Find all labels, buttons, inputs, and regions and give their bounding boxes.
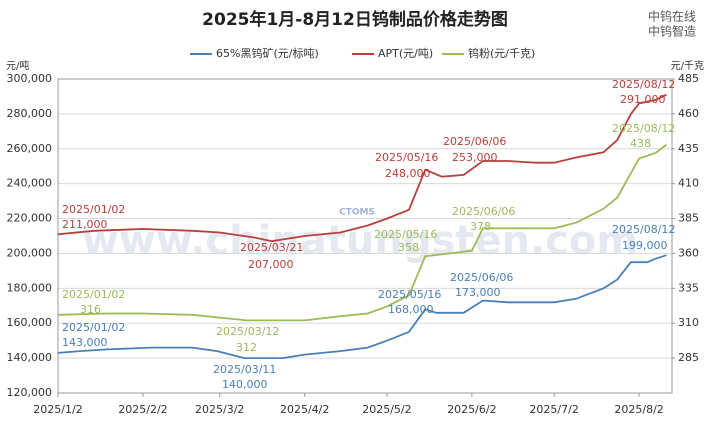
annotation-date: 2025/01/02 <box>62 288 125 301</box>
annotation-value: 140,000 <box>222 378 268 391</box>
x-tick-label: 2025/4/2 <box>280 403 329 416</box>
annotation-date: 2025/08/12 <box>612 122 675 135</box>
annotation-value: 378 <box>470 220 491 233</box>
annotation-date: 2025/03/21 <box>240 241 303 254</box>
y-tick-label: 240,000 <box>7 177 53 190</box>
annotation-date: 2025/05/16 <box>378 288 441 301</box>
x-tick-label: 2025/2/2 <box>118 403 167 416</box>
watermark-logo: CTOMS <box>339 208 375 218</box>
annotation-date: 2025/06/06 <box>452 205 515 218</box>
series-line <box>57 143 668 322</box>
x-tick-label: 2025/8/2 <box>614 403 663 416</box>
y-tick-label: 280,000 <box>7 107 53 120</box>
x-tick-label: 2025/6/2 <box>447 403 496 416</box>
brand: 中钨智造 <box>648 24 696 39</box>
annotation-date: 2025/05/16 <box>374 228 437 241</box>
y2-tick-label: 410 <box>678 177 699 190</box>
watermark: www.chinatungsten.com <box>82 218 638 264</box>
annotation-date: 2025/08/12 <box>612 223 675 236</box>
y-tick-label: 160,000 <box>7 316 53 329</box>
y-tick-label: 120,000 <box>7 386 53 399</box>
annotation-date: 2025/03/12 <box>216 325 279 338</box>
x-tick-label: 2025/3/2 <box>195 403 244 416</box>
y2-tick-label: 360 <box>678 246 699 259</box>
annotation-date: 2025/03/11 <box>213 363 276 376</box>
y-tick-label: 200,000 <box>7 246 53 259</box>
series-line <box>57 254 667 359</box>
legend-label: 65%黑钨矿(元/标吨) <box>216 46 319 60</box>
brand: 中钨在线 <box>648 9 696 24</box>
annotation-value: 173,000 <box>455 286 501 299</box>
annotation-value: 312 <box>236 341 257 354</box>
chart-title: 2025年1月-8月12日钨制品价格走势图 <box>202 9 508 30</box>
y-tick-label: 220,000 <box>7 212 53 225</box>
annotation-value: 291,000 <box>620 93 666 106</box>
annotation-value: 253,000 <box>452 151 498 164</box>
annotation-value: 316 <box>80 303 101 316</box>
annotation-value: 143,000 <box>62 336 108 349</box>
y-tick-label: 260,000 <box>7 142 53 155</box>
annotation-date: 2025/05/16 <box>375 151 438 164</box>
y-tick-label: 180,000 <box>7 281 53 294</box>
x-tick-label: 2025/7/2 <box>529 403 578 416</box>
x-tick-label: 2025/1/2 <box>33 403 82 416</box>
y2-tick-label: 285 <box>678 351 699 364</box>
y2-tick-label: 485 <box>678 72 699 85</box>
annotation-date: 2025/08/12 <box>612 78 675 91</box>
legend-label: 钨粉(元/千克) <box>468 47 535 60</box>
y-unit: 元/吨 <box>6 59 29 72</box>
series-line <box>57 93 667 243</box>
annotation-value: 248,000 <box>385 167 431 180</box>
annotation-value: 168,000 <box>388 303 434 316</box>
y2-unit: 元/千克 <box>671 60 704 72</box>
y2-tick-label: 335 <box>678 281 699 294</box>
annotation-value: 207,000 <box>248 258 294 271</box>
plot-frame <box>57 78 673 394</box>
annotation-value: 199,000 <box>622 239 668 252</box>
y2-tick-label: 435 <box>678 142 699 155</box>
annotation-date: 2025/06/06 <box>443 135 506 148</box>
x-tick-label: 2025/5/2 <box>362 403 411 416</box>
y-tick-label: 300,000 <box>7 72 53 85</box>
annotation-date: 2025/06/06 <box>450 271 513 284</box>
y-tick-label: 140,000 <box>7 351 53 364</box>
annotation-date: 2025/01/02 <box>62 321 125 334</box>
annotation-value: 438 <box>630 137 651 150</box>
annotation-value: 211,000 <box>62 218 108 231</box>
annotation-date: 2025/01/02 <box>62 203 125 216</box>
y2-tick-label: 385 <box>678 212 699 225</box>
annotation-value: 358 <box>398 241 419 254</box>
y2-tick-label: 310 <box>678 316 699 329</box>
legend-label: APT(元/吨) <box>378 47 433 60</box>
y2-tick-label: 460 <box>678 107 699 120</box>
